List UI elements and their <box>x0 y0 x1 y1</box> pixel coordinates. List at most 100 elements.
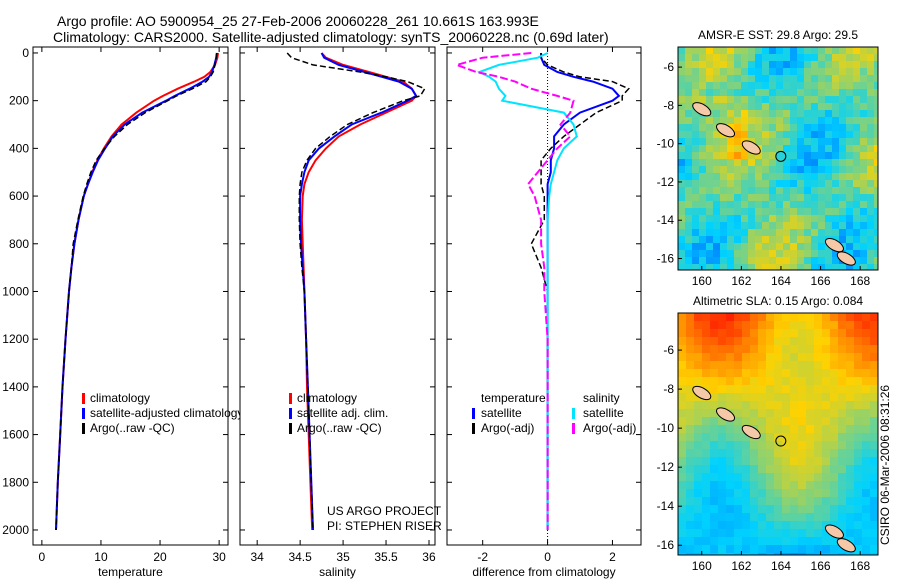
map-cell <box>854 441 862 449</box>
y-tick-label: 800 <box>9 237 29 251</box>
map-cell <box>741 89 748 96</box>
map-cell <box>678 513 686 521</box>
map-cell <box>790 449 798 457</box>
map-cell <box>678 250 685 257</box>
map-cell <box>755 215 762 222</box>
map-cell <box>846 117 853 124</box>
map-cell <box>685 250 692 257</box>
map-cell <box>830 353 838 361</box>
map-cell <box>838 521 846 529</box>
map-cell <box>806 329 814 337</box>
map-cell <box>822 553 830 555</box>
map-cell <box>741 68 748 75</box>
map-cell <box>762 215 769 222</box>
map-cell <box>832 124 839 131</box>
map-cell <box>776 201 783 208</box>
map-cell <box>797 138 804 145</box>
map-cell <box>825 222 832 229</box>
map-cell <box>685 166 692 173</box>
sla-map <box>677 312 879 556</box>
map-cell <box>838 553 846 555</box>
map-cell <box>713 208 720 215</box>
map-cell <box>710 345 718 353</box>
map-cell <box>782 513 790 521</box>
map-cell <box>685 138 692 145</box>
map-cell <box>832 180 839 187</box>
map-cell <box>713 257 720 264</box>
map-cell <box>870 553 878 555</box>
map-cell <box>867 159 874 166</box>
map-cell <box>790 321 798 329</box>
map-cell <box>814 329 822 337</box>
map-cell <box>726 473 734 481</box>
map-cell <box>804 152 811 159</box>
map-cell <box>774 529 782 537</box>
map-cell <box>726 425 734 433</box>
map-cell <box>853 68 860 75</box>
legend-label: climatology <box>297 391 357 405</box>
map-cell <box>720 243 727 250</box>
map-cell <box>718 537 726 545</box>
map-title: Altimetric SLA: 0.15 Argo: 0.084 <box>693 294 863 308</box>
map-cell <box>734 401 742 409</box>
map-cell <box>790 537 798 545</box>
map-cell <box>734 257 741 264</box>
map-cell <box>769 180 776 187</box>
map-cell <box>804 250 811 257</box>
map-cell <box>839 61 846 68</box>
map-cell <box>806 377 814 385</box>
map-cell <box>853 264 860 270</box>
legend-swatch <box>472 408 475 419</box>
map-cell <box>832 194 839 201</box>
map-cell <box>706 152 713 159</box>
map-cell <box>782 441 790 449</box>
map-cell <box>766 433 774 441</box>
map-cell <box>825 145 832 152</box>
map-cell <box>762 194 769 201</box>
map-cell <box>783 138 790 145</box>
map-cell <box>839 117 846 124</box>
map-cell <box>782 497 790 505</box>
map-cell <box>874 257 878 264</box>
map-cell <box>686 473 694 481</box>
y-tick-label: 2000 <box>2 523 29 537</box>
map-cell <box>783 159 790 166</box>
map-cell <box>853 215 860 222</box>
map-cell <box>846 61 853 68</box>
map-cell <box>685 131 692 138</box>
map-cell <box>846 521 854 529</box>
map-cell <box>790 145 797 152</box>
map-cell <box>741 110 748 117</box>
map-cell <box>838 361 846 369</box>
map-cell <box>822 369 830 377</box>
map-cell <box>804 173 811 180</box>
map-cell <box>798 385 806 393</box>
map-cell <box>874 124 878 131</box>
map-cell <box>726 505 734 513</box>
map-cell <box>686 345 694 353</box>
map-cell <box>685 68 692 75</box>
map-cell <box>741 47 748 54</box>
map-cell <box>758 537 766 545</box>
map-cell <box>702 545 710 553</box>
map-cell <box>874 187 878 194</box>
map-cell <box>874 201 878 208</box>
map-cell <box>774 385 782 393</box>
map-cell <box>839 166 846 173</box>
map-cell <box>860 250 867 257</box>
map-cell <box>818 75 825 82</box>
map-cell <box>734 47 741 54</box>
map-cell <box>685 54 692 61</box>
map-cell <box>862 401 870 409</box>
y-tick-label: 1800 <box>2 475 29 489</box>
map-cell <box>758 377 766 385</box>
map-cell <box>774 481 782 489</box>
map-cell <box>874 194 878 201</box>
map-cell <box>699 159 706 166</box>
map-cell <box>825 180 832 187</box>
map-cell <box>766 337 774 345</box>
map-cell <box>839 187 846 194</box>
map-cell <box>790 138 797 145</box>
map-cell <box>867 201 874 208</box>
map-cell <box>685 173 692 180</box>
